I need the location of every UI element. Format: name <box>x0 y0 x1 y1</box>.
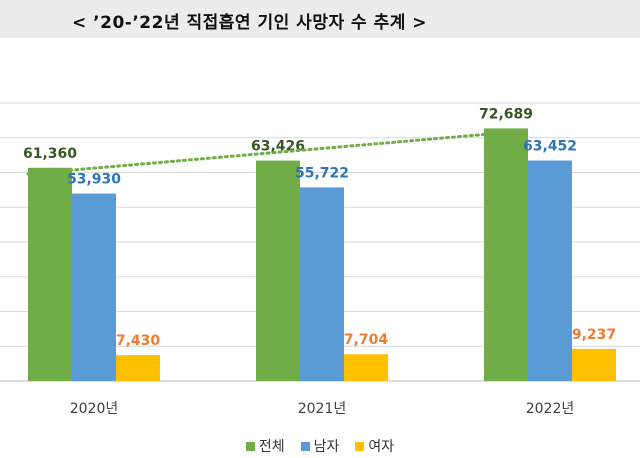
x-tick-label: 2020년 <box>70 401 119 417</box>
legend-item-male: 남자 <box>300 436 340 456</box>
bar-female <box>116 355 160 381</box>
legend-swatch-male <box>300 441 310 451</box>
bar-female <box>572 348 616 381</box>
bar-total <box>256 160 300 381</box>
bar-female <box>344 354 388 381</box>
bar-total <box>484 128 528 381</box>
trend-line <box>26 129 530 176</box>
bar-total <box>28 167 72 381</box>
legend-label-total: 전체 <box>258 439 285 455</box>
bar-chart: 61,36053,9307,4302020년63,42655,7227,7042… <box>0 102 640 417</box>
data-label: 53,930 <box>67 172 121 188</box>
x-tick-label: 2022년 <box>526 401 575 417</box>
data-label: 61,360 <box>23 146 77 162</box>
bar-male <box>72 193 116 381</box>
data-label: 7,704 <box>344 332 389 348</box>
legend: 전체 남자 여자 <box>0 436 640 456</box>
legend-label-female: 여자 <box>368 439 395 455</box>
chart-title: < ’20-’22년 직접흡연 기인 사망자 수 추계 > <box>72 13 428 33</box>
data-label: 55,722 <box>295 165 349 181</box>
bar-male <box>300 187 344 381</box>
x-tick-label: 2021년 <box>298 401 347 417</box>
legend-label-male: 남자 <box>313 439 340 455</box>
data-label: 9,237 <box>572 327 616 343</box>
legend-item-female: 여자 <box>355 436 394 456</box>
legend-swatch-female <box>355 441 365 451</box>
legend-item-total: 전체 <box>245 436 285 456</box>
data-label: 7,430 <box>116 333 161 349</box>
bar-male <box>528 160 572 381</box>
data-label: 63,452 <box>523 139 577 155</box>
data-label: 72,689 <box>479 106 533 122</box>
legend-swatch-total <box>245 441 255 451</box>
title-bar: < ’20-’22년 직접흡연 기인 사망자 수 추계 > <box>0 0 640 38</box>
